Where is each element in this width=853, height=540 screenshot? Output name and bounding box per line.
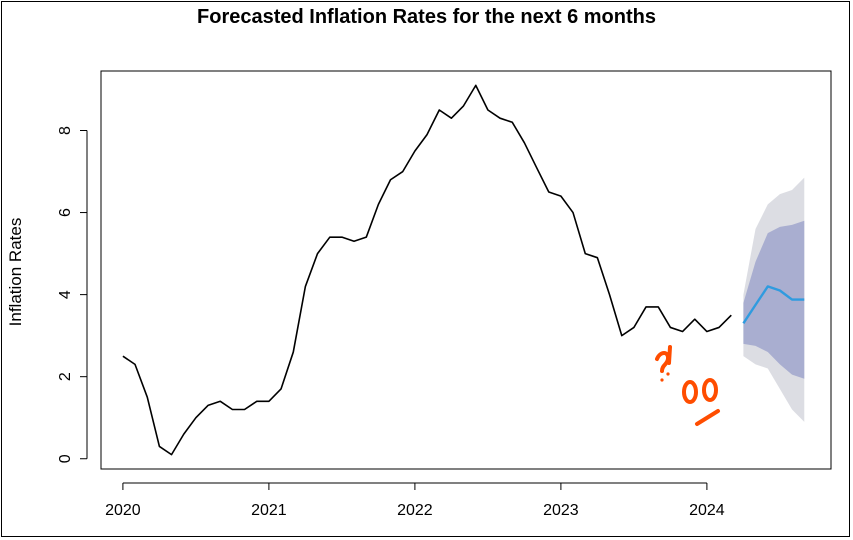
doodle-left-eye <box>682 380 698 404</box>
y-axis: 0 2 4 6 8 <box>57 126 88 463</box>
x-tick-label: 2023 <box>543 502 579 519</box>
x-tick-label: 2020 <box>105 502 141 519</box>
series-layer <box>122 84 805 456</box>
x-axis: 2020 2021 2022 2023 2024 <box>105 482 725 519</box>
forecast-line <box>742 285 805 324</box>
doodle-question-dot <box>660 378 664 382</box>
historical-line <box>122 84 732 456</box>
y-tick-label: 4 <box>57 290 74 299</box>
y-tick-label: 6 <box>57 208 74 217</box>
x-tick-label: 2021 <box>251 502 287 519</box>
y-axis-title: Inflation Rates <box>6 218 25 327</box>
doodle-mouth <box>695 409 720 426</box>
chart-title: Forecasted Inflation Rates for the next … <box>197 6 656 28</box>
doodle-exclamation-dot <box>666 372 670 376</box>
forecast-interval-80-band <box>743 220 805 379</box>
doodle-exclamation <box>667 345 672 365</box>
doodle-question-mark <box>655 351 671 373</box>
plot-area-border <box>100 70 832 470</box>
ci80-layer <box>743 220 805 379</box>
y-tick-label: 8 <box>57 126 74 135</box>
x-tick-label: 2024 <box>689 502 725 519</box>
doodle-right-eye <box>702 378 718 402</box>
handwritten-doodle <box>655 345 720 426</box>
y-tick-label: 0 <box>57 454 74 463</box>
x-tick-label: 2022 <box>397 502 433 519</box>
y-tick-label: 2 <box>57 372 74 381</box>
